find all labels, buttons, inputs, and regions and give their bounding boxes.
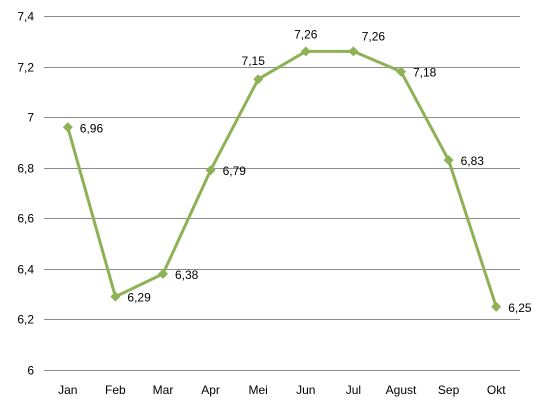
y-tick-label: 7,4 xyxy=(17,10,34,24)
y-tick-label: 6 xyxy=(27,364,34,378)
series-line xyxy=(66,49,498,308)
y-tick-label: 6,2 xyxy=(17,313,34,327)
data-label: 6,25 xyxy=(508,301,532,315)
data-label: 6,83 xyxy=(461,154,485,168)
x-axis-tick-labels: Jan Feb Mar Apr Mei Jun Jul Agust Sep Okt xyxy=(58,383,506,397)
data-point-marker xyxy=(253,74,264,85)
x-tick-label: Mei xyxy=(249,383,268,397)
data-point-marker xyxy=(110,291,121,302)
x-tick-label: Mar xyxy=(153,383,174,397)
data-label: 6,38 xyxy=(175,268,199,282)
data-point-marker xyxy=(205,165,216,176)
data-label: 7,26 xyxy=(362,29,386,43)
y-tick-label: 6,6 xyxy=(17,212,34,226)
y-tick-label: 6,8 xyxy=(17,162,34,176)
data-label: 7,18 xyxy=(413,66,437,80)
x-tick-label: Jul xyxy=(346,383,361,397)
data-label: 6,29 xyxy=(127,291,151,305)
y-tick-label: 6,4 xyxy=(17,263,34,277)
data-point-marker xyxy=(396,66,406,77)
data-point-marker xyxy=(348,46,359,57)
series-markers xyxy=(62,46,502,312)
x-tick-label: Jan xyxy=(58,383,77,397)
x-tick-label: Okt xyxy=(487,383,506,397)
gridlines xyxy=(44,16,520,371)
data-point-marker xyxy=(62,122,73,133)
data-label: 6,96 xyxy=(80,121,104,135)
x-tick-label: Feb xyxy=(105,383,126,397)
x-tick-label: Sep xyxy=(438,383,460,397)
data-point-marker xyxy=(300,46,311,57)
data-point-marker xyxy=(443,155,454,166)
data-point-marker xyxy=(158,268,168,279)
series-line-path xyxy=(66,49,498,308)
x-tick-label: Jun xyxy=(296,383,315,397)
data-label: 6,79 xyxy=(223,164,247,178)
y-axis-tick-labels: 6 6,2 6,4 6,6 6,8 7 7,2 7,4 xyxy=(17,10,34,378)
y-tick-label: 7,2 xyxy=(17,61,34,75)
data-label: 7,15 xyxy=(242,54,266,68)
data-label: 7,26 xyxy=(294,27,318,41)
y-tick-label: 7 xyxy=(27,111,34,125)
x-tick-label: Apr xyxy=(201,383,220,397)
data-point-marker xyxy=(491,301,502,312)
data-labels: 6,96 6,29 6,38 6,79 7,15 7,26 7,26 7,18 6,83 6,25 xyxy=(80,27,532,314)
x-tick-label: Agust xyxy=(386,383,417,397)
